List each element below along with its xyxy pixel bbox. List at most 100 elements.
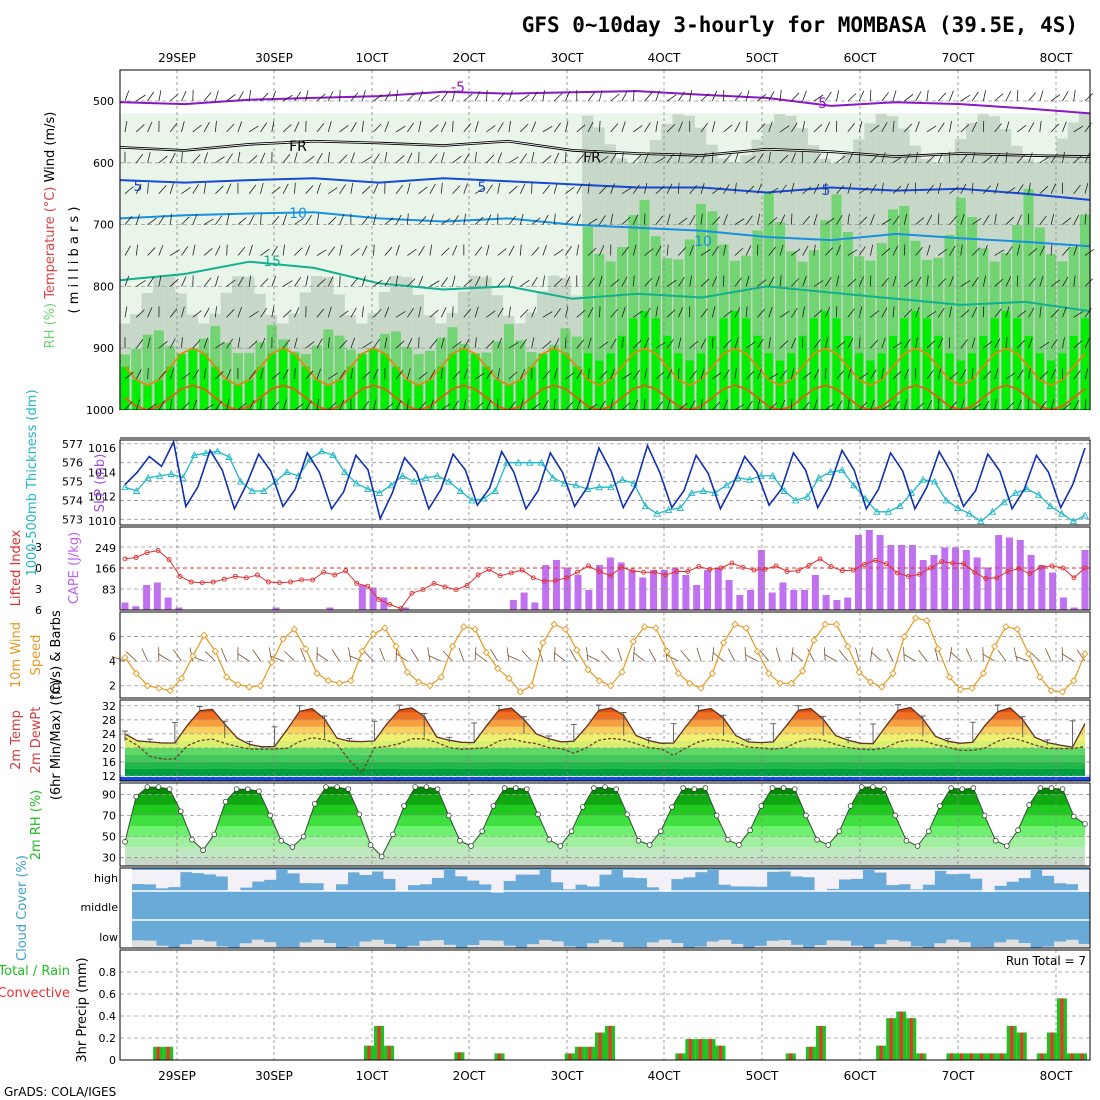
wind-barb bbox=[553, 152, 560, 163]
wind-barb bbox=[497, 92, 506, 102]
thickness-tick-label: 576 bbox=[62, 457, 83, 470]
thickness-point bbox=[341, 468, 349, 476]
wind-barb bbox=[395, 214, 402, 225]
wind-barb bbox=[723, 184, 730, 194]
wind-speed-point bbox=[1013, 625, 1021, 633]
wind-barb bbox=[407, 278, 416, 287]
rh-band-bright bbox=[516, 379, 525, 410]
wind-barb bbox=[599, 400, 606, 411]
wind-barb bbox=[361, 275, 366, 287]
wind-barb bbox=[135, 369, 142, 380]
high-cloud-gap bbox=[179, 870, 193, 873]
rh-point bbox=[736, 842, 742, 848]
cape-bar bbox=[1005, 537, 1013, 610]
rh-band-bright bbox=[222, 379, 231, 410]
slp-thickness-panel: 57357457557657710101012101410161000-500m… bbox=[25, 389, 1091, 577]
thickness-point bbox=[930, 477, 939, 485]
surface-wind-barb bbox=[331, 649, 340, 662]
wind-barb bbox=[734, 277, 742, 287]
wind-barb bbox=[542, 184, 551, 194]
wind-barb bbox=[135, 399, 140, 411]
wind-barb bbox=[1073, 90, 1076, 102]
wind-barb bbox=[610, 338, 617, 349]
cape-bar bbox=[520, 592, 528, 610]
wind-barb bbox=[520, 309, 529, 318]
wind-barb bbox=[576, 124, 586, 133]
wind-barb bbox=[124, 275, 130, 287]
wind-barb bbox=[926, 155, 936, 164]
wind-barb bbox=[350, 368, 354, 380]
wind-barb bbox=[260, 398, 262, 411]
surface-wind-barb bbox=[791, 651, 803, 662]
wind-barb bbox=[937, 182, 942, 194]
high-cloud-gap bbox=[958, 870, 971, 874]
wind-barb bbox=[994, 249, 1005, 256]
lifted-index-point bbox=[519, 567, 525, 573]
wind-barb bbox=[418, 121, 422, 132]
wind-barb bbox=[723, 339, 732, 349]
high-cloud-gap bbox=[191, 870, 205, 874]
rh-band-bright bbox=[617, 335, 626, 410]
wind-barb bbox=[994, 213, 997, 225]
rh-point bbox=[311, 801, 318, 807]
wind-barb bbox=[587, 307, 594, 318]
lifted-index-point bbox=[387, 601, 393, 607]
wind-barb bbox=[542, 214, 549, 225]
top-date-label: 4OCT bbox=[648, 51, 681, 65]
wind-barb bbox=[858, 187, 869, 195]
wind-barb bbox=[666, 279, 677, 287]
wind-barb bbox=[339, 399, 345, 411]
low-cloud-gap bbox=[1018, 943, 1031, 948]
cape-bar bbox=[153, 582, 161, 610]
surface-wind-barb bbox=[1076, 649, 1086, 662]
wind-barb bbox=[361, 215, 370, 225]
wind-barb bbox=[373, 368, 379, 380]
wind-barb bbox=[1050, 94, 1061, 102]
wind-barb bbox=[406, 152, 413, 163]
wind-barb bbox=[508, 90, 513, 102]
wind-barb bbox=[678, 217, 688, 225]
rh-band-green bbox=[504, 324, 514, 410]
wind-barb bbox=[158, 185, 167, 194]
rh-band-green bbox=[786, 251, 797, 410]
high-cloud-gap bbox=[503, 870, 516, 881]
lifted-index-point bbox=[740, 564, 746, 570]
thickness-tick-label: 575 bbox=[62, 476, 83, 489]
wind-barb bbox=[847, 368, 852, 380]
lifted-index-point bbox=[497, 573, 503, 579]
wind-barb bbox=[847, 308, 855, 318]
wind-barb bbox=[294, 217, 304, 225]
low-cloud-gap bbox=[527, 944, 540, 948]
wind-speed-point bbox=[121, 653, 129, 662]
wind-barb bbox=[994, 183, 999, 194]
wind-barb bbox=[181, 90, 187, 102]
lifted-index-point bbox=[872, 557, 878, 563]
wind-barb bbox=[689, 340, 699, 349]
rh-point bbox=[434, 786, 441, 792]
wind-barb bbox=[169, 308, 178, 318]
wind-barb bbox=[757, 308, 766, 318]
wind-barb bbox=[700, 338, 707, 349]
wind-speed-point bbox=[527, 682, 536, 690]
wind-barb bbox=[226, 123, 235, 133]
surface-wind-barb bbox=[569, 648, 578, 662]
wind-barb bbox=[282, 183, 289, 194]
lifted-index-point bbox=[773, 563, 779, 569]
wind-barb bbox=[1084, 213, 1087, 225]
wind-speed-point bbox=[595, 677, 603, 685]
low-cloud-gap bbox=[215, 946, 229, 948]
wind-barb bbox=[644, 337, 650, 349]
wind-barb bbox=[881, 218, 892, 225]
lifted-index-point bbox=[894, 570, 900, 576]
wind-barb bbox=[181, 121, 185, 133]
wind-barb bbox=[915, 306, 920, 318]
wind-barb bbox=[892, 120, 895, 132]
rh-point bbox=[803, 812, 809, 819]
high-cloud-gap bbox=[395, 870, 408, 892]
surface-wind-barb bbox=[838, 649, 849, 662]
wind-barb bbox=[678, 91, 685, 102]
wind-barb bbox=[486, 154, 495, 164]
wind-tick-label: 2 bbox=[109, 680, 116, 693]
wind-speed-point bbox=[1058, 688, 1067, 696]
wind-barb bbox=[983, 400, 990, 411]
